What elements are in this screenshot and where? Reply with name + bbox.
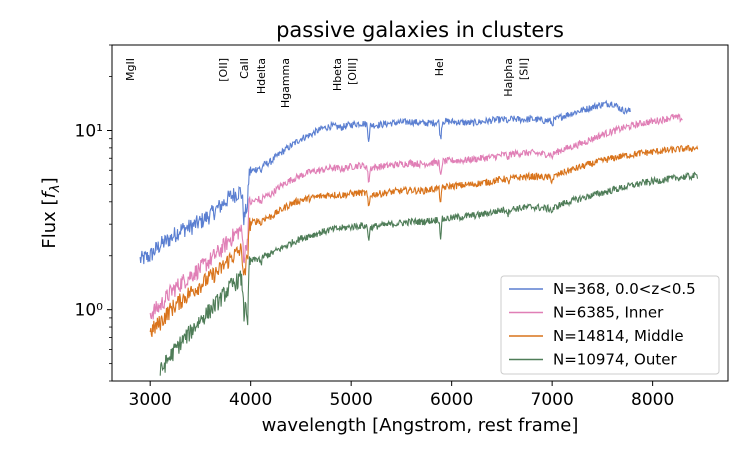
legend-frame (500, 275, 720, 375)
series-line (149, 113, 683, 320)
series-line (149, 144, 699, 338)
series-line (139, 99, 631, 265)
y-axis-label-suffix: ] (39, 177, 60, 184)
spectral-line-label: [OII] (217, 58, 230, 82)
x-tick-label: 5000 (330, 390, 373, 410)
y-axis-label-prefix: Flux [ (39, 198, 60, 248)
legend-label: N=368, 0.0<z<0.5 (553, 280, 696, 298)
spectral-line-label: [SII] (518, 58, 531, 80)
legend-label: N=14814, Middle (553, 327, 684, 345)
x-tick-label: 3000 (129, 390, 172, 410)
series-line (159, 171, 699, 376)
legend-label: N=6385, Inner (553, 304, 664, 322)
spectral-line-label: MgII (124, 58, 137, 81)
spectral-line-labels: MgII [OII] CaII Hdelta Hgamma Hbeta [OIII] HeI H… (124, 58, 531, 108)
y-tick-label: 10¹ (75, 121, 103, 141)
series-layer (139, 99, 699, 376)
x-tick-label: 8000 (631, 390, 674, 410)
x-axis-ticks: 3000 4000 5000 6000 7000 8000 (129, 381, 674, 410)
y-axis-label-var: f (39, 189, 60, 198)
x-tick-label: 6000 (430, 390, 473, 410)
spectral-line-label: Hdelta (255, 58, 268, 94)
legend: N=368, 0.0<z<0.5 N=6385, Inner N=14814, Mi… (500, 275, 720, 375)
y-axis-ticks: 10⁰ 10¹ (75, 44, 112, 382)
x-tick-label: 4000 (229, 390, 272, 410)
spectral-line-label: CaII (238, 58, 251, 79)
y-axis-label-sub: λ (48, 184, 63, 193)
x-tick-label: 7000 (531, 390, 574, 410)
spectral-line-label: Hbeta (331, 58, 344, 91)
spectral-line-label: Halpha (502, 58, 515, 97)
x-axis-label: wavelength [Angstrom, rest frame] (262, 415, 579, 436)
chart-title: passive galaxies in clusters (276, 18, 564, 42)
spectral-line-label: HeI (433, 58, 446, 76)
y-tick-label: 10⁰ (75, 301, 104, 321)
spectral-line-label: [OIII] (346, 58, 359, 85)
plot-frame (111, 44, 729, 382)
legend-label: N=10974, Outer (553, 351, 677, 369)
y-axis-label: Flux [fλ] (39, 177, 63, 248)
spectral-line-label: Hgamma (279, 58, 292, 108)
